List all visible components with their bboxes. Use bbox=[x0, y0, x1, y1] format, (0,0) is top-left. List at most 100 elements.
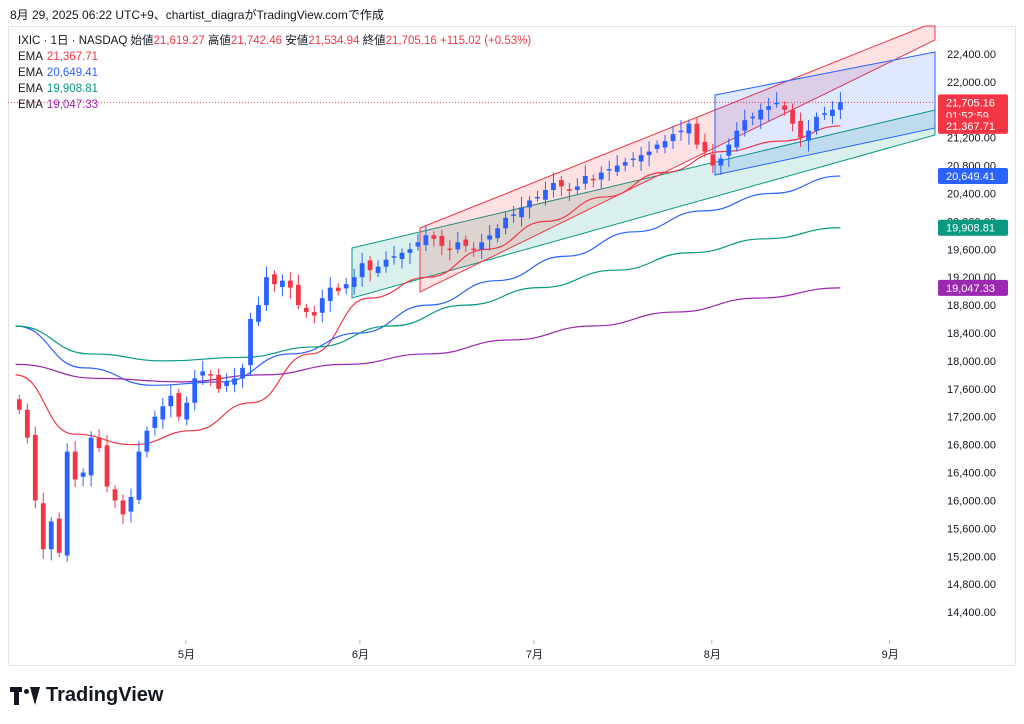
symbol-label[interactable]: IXIC · 1日 · NASDAQ bbox=[18, 35, 128, 47]
candle-body bbox=[32, 434, 38, 501]
ema-row-2[interactable]: EMA 20,649.41 bbox=[18, 65, 531, 81]
candle-body bbox=[726, 144, 732, 156]
y-tick-label: 16,800.00 bbox=[947, 440, 996, 452]
y-tick-label: 21,200.00 bbox=[947, 133, 996, 145]
y-tick-label: 16,000.00 bbox=[947, 495, 996, 507]
candle-body bbox=[399, 252, 405, 260]
candle-body bbox=[838, 102, 843, 110]
high-value: 21,742.46 bbox=[230, 35, 283, 47]
candle-body bbox=[168, 395, 174, 407]
candle-body bbox=[303, 307, 309, 313]
candle-body bbox=[367, 260, 373, 271]
candle-body bbox=[487, 235, 493, 240]
y-tick-label: 16,400.00 bbox=[947, 468, 996, 480]
candle-body bbox=[511, 214, 516, 216]
ema-value: 19,908.81 bbox=[46, 83, 99, 95]
change-value: +115.02 (+0.53%) bbox=[439, 35, 532, 47]
candle-body bbox=[806, 130, 811, 141]
close-value: 21,705.16 bbox=[385, 35, 437, 47]
x-tick-label: 5月 bbox=[178, 649, 195, 661]
ema4-price-tag bbox=[938, 279, 1008, 296]
y-tick-label: 14,400.00 bbox=[947, 607, 996, 619]
ohlc-row: IXIC · 1日 · NASDAQ 始値21,619.27 高値21,742.… bbox=[18, 33, 531, 49]
candle-body bbox=[240, 367, 245, 379]
candle-body bbox=[654, 144, 660, 149]
candle-body bbox=[455, 242, 461, 250]
candle-body bbox=[208, 374, 214, 376]
candle-body bbox=[766, 106, 772, 110]
candle-body bbox=[184, 402, 190, 420]
ema-row-1[interactable]: EMA 21,367.71 bbox=[18, 49, 531, 65]
candle-body bbox=[447, 248, 453, 251]
candle-body bbox=[670, 134, 676, 142]
candle-body bbox=[559, 180, 564, 187]
candle-body bbox=[742, 120, 748, 131]
candle-body bbox=[272, 274, 277, 285]
candle-body bbox=[407, 249, 413, 253]
candle-body bbox=[431, 235, 437, 239]
ema-line bbox=[15, 175, 841, 386]
candle-body bbox=[311, 312, 317, 316]
candle-body bbox=[152, 416, 158, 428]
candle-body bbox=[343, 284, 349, 289]
y-tick-label: 17,600.00 bbox=[947, 384, 996, 396]
ema-label: EMA bbox=[18, 51, 43, 63]
ema2-price-tag bbox=[938, 168, 1008, 185]
candle-body bbox=[622, 162, 628, 166]
candle-body bbox=[630, 158, 636, 161]
candle-body bbox=[192, 378, 198, 403]
ema-row-3[interactable]: EMA 19,908.81 bbox=[18, 81, 531, 97]
candle-body bbox=[710, 154, 716, 166]
candle-body bbox=[463, 239, 469, 246]
candle-body bbox=[758, 109, 764, 120]
candle-body bbox=[415, 242, 421, 247]
ema-row-4[interactable]: EMA 19,047.33 bbox=[18, 97, 531, 113]
candle-body bbox=[830, 109, 835, 117]
candle-body bbox=[662, 141, 668, 148]
y-tick-label: 18,400.00 bbox=[947, 328, 996, 340]
candle-body bbox=[503, 217, 508, 229]
ema2-price-tag-text: 20,649.41 bbox=[946, 171, 995, 183]
candle-body bbox=[40, 503, 46, 550]
candle-body bbox=[694, 123, 700, 145]
candle-body bbox=[598, 172, 604, 180]
ema-value: 21,367.71 bbox=[46, 51, 99, 63]
candle-body bbox=[256, 305, 261, 322]
candle-body bbox=[96, 437, 102, 449]
candle-body bbox=[718, 158, 724, 166]
candle-body bbox=[535, 196, 540, 199]
candle-body bbox=[551, 182, 556, 190]
candle-body bbox=[319, 298, 325, 313]
candle-body bbox=[646, 151, 652, 156]
ema3-price-tag bbox=[938, 219, 1008, 236]
y-tick-label: 20,400.00 bbox=[947, 188, 996, 200]
candle-body bbox=[16, 399, 22, 410]
candle-body bbox=[790, 109, 795, 124]
last-price-tag-text: 21,705.16 bbox=[946, 97, 995, 109]
ema-label: EMA bbox=[18, 99, 43, 111]
candle-body bbox=[543, 189, 548, 200]
candle-body bbox=[112, 489, 118, 501]
candle-body bbox=[471, 248, 477, 251]
candle-body bbox=[391, 256, 397, 258]
ema-line bbox=[15, 287, 841, 383]
candle-body bbox=[48, 521, 54, 550]
candle-body bbox=[439, 236, 445, 246]
ema1-price-tag bbox=[938, 117, 1008, 134]
candle-body bbox=[479, 242, 485, 250]
tradingview-logo[interactable]: TradingView bbox=[10, 684, 163, 707]
candle-body bbox=[678, 130, 684, 133]
candle-body bbox=[287, 280, 293, 288]
candle-body bbox=[264, 277, 269, 306]
x-tick-label: 8月 bbox=[704, 649, 721, 661]
y-tick-label: 15,600.00 bbox=[947, 523, 996, 535]
candle-body bbox=[702, 141, 708, 152]
candle-body bbox=[574, 186, 580, 190]
last-price-tag bbox=[938, 94, 1008, 123]
candle-body bbox=[638, 155, 644, 162]
ema4-price-tag-text: 19,047.33 bbox=[946, 283, 995, 295]
ema-label: EMA bbox=[18, 83, 43, 95]
chart-caption: 8月 29, 2025 06:22 UTC+9、chartist_diagraが… bbox=[10, 8, 384, 22]
y-tick-label: 19,600.00 bbox=[947, 244, 996, 256]
